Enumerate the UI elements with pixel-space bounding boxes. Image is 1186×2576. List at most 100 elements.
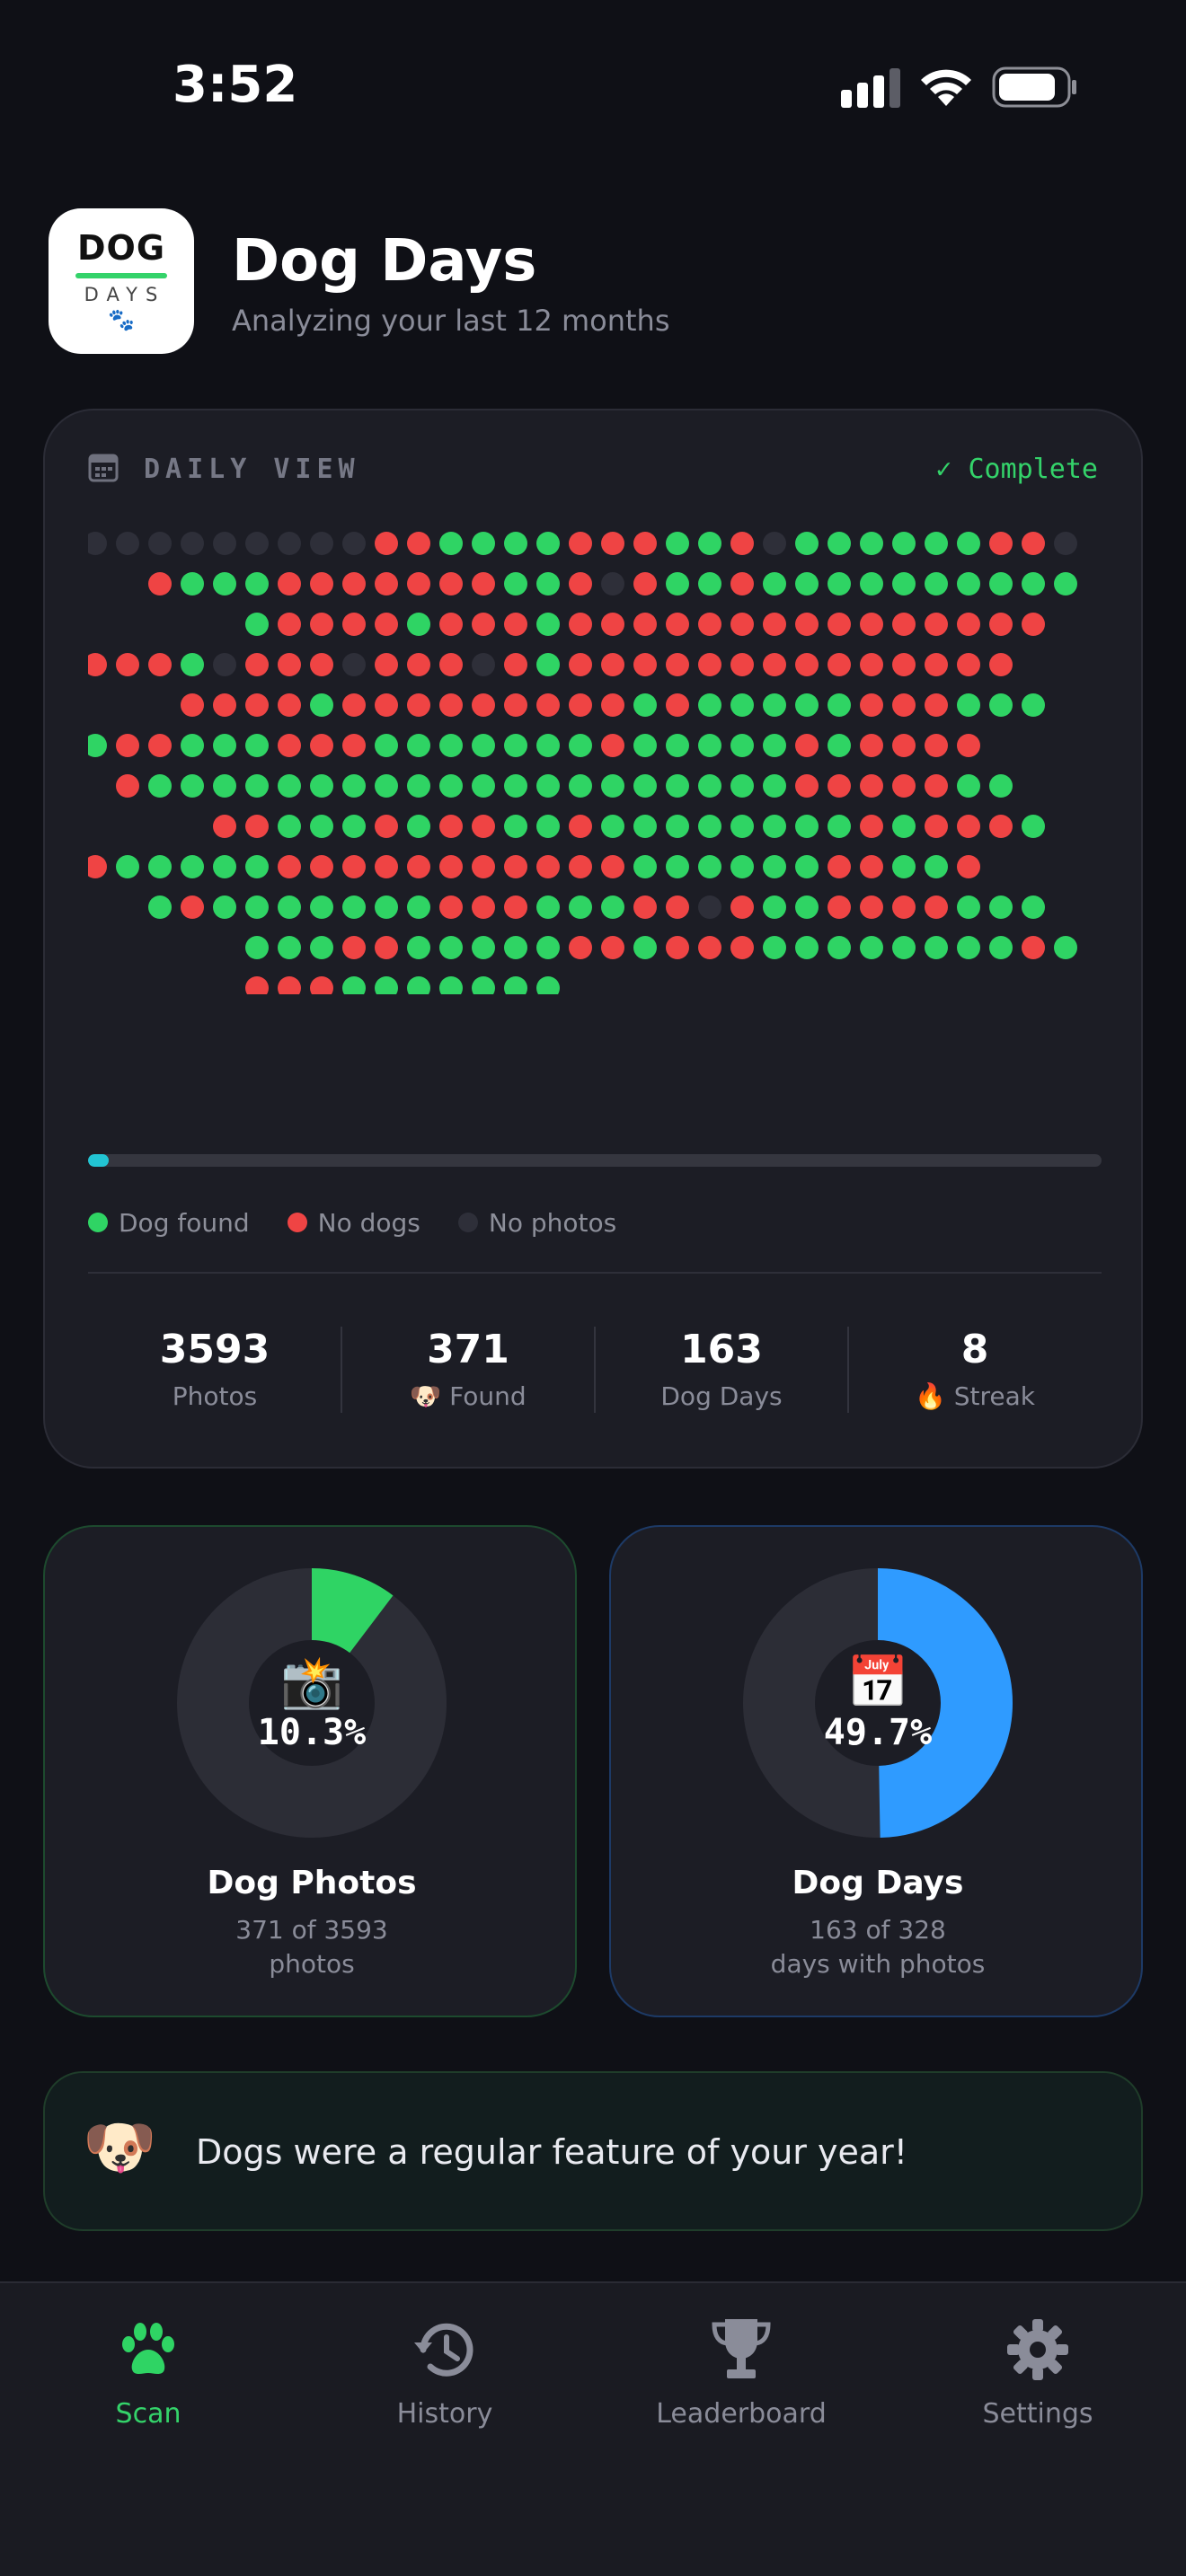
day-dot-no-dog — [666, 653, 689, 676]
day-dot-no-dog — [795, 613, 819, 636]
day-dot-dog — [407, 936, 430, 959]
day-dot-no-photo — [342, 653, 366, 676]
divider — [88, 1272, 1102, 1274]
day-dot-dog — [342, 815, 366, 838]
day-dot-dog — [181, 734, 204, 757]
day-dot-no-dog — [536, 855, 560, 878]
day-dot-dog — [536, 613, 560, 636]
day-dot-no-dog — [569, 572, 592, 595]
day-dot-dog — [828, 815, 851, 838]
day-dot-dog — [536, 976, 560, 994]
day-dot-dog — [472, 936, 495, 959]
day-dot-dog — [536, 774, 560, 798]
day-dot-no-dog — [375, 855, 398, 878]
app-header: DOG DAYS 🐾 Dog Days Analyzing your last … — [49, 208, 1137, 357]
day-dot-dog — [1054, 572, 1077, 595]
tab-settings[interactable]: Settings — [903, 2310, 1173, 2430]
day-dot-no-dog — [666, 936, 689, 959]
day-dot-no-dog — [569, 693, 592, 717]
day-dot-no-dog — [828, 653, 851, 676]
day-dot-no-photo — [472, 653, 495, 676]
calendar-emoji-icon: 📅 — [846, 1654, 909, 1712]
tab-leaderboard[interactable]: Leaderboard — [606, 2310, 876, 2430]
day-dot-dog — [278, 895, 301, 919]
day-dot-dog — [925, 532, 948, 555]
day-dot-dog — [504, 734, 527, 757]
day-dot-dog — [213, 774, 236, 798]
day-dot-no-dog — [633, 613, 657, 636]
day-dot-dog — [666, 532, 689, 555]
day-dot-dog — [763, 936, 786, 959]
day-dot-dog — [439, 976, 463, 994]
day-dot-no-dog — [601, 936, 624, 959]
day-dot-no-dog — [730, 613, 754, 636]
day-dot-dog — [504, 936, 527, 959]
day-dot-no-dog — [375, 815, 398, 838]
daily-view-card: DAILY VIEW ✓ Complete Dog found No dogs … — [43, 409, 1143, 1469]
day-dot-dog — [342, 895, 366, 919]
day-dot-dog — [245, 774, 269, 798]
day-dot-no-dog — [407, 693, 430, 717]
day-dot-dog — [957, 693, 980, 717]
dog-photos-percent: 10.3% — [257, 1712, 367, 1753]
day-dot-no-dog — [342, 693, 366, 717]
paw-icon — [122, 2323, 174, 2374]
day-dot-no-dog — [407, 855, 430, 878]
day-dot-dog — [633, 815, 657, 838]
day-dot-no-dog — [439, 693, 463, 717]
day-dot-dog — [536, 936, 560, 959]
day-dot-dog — [892, 855, 916, 878]
day-dot-no-dog — [666, 895, 689, 919]
day-dot-no-dog — [860, 895, 883, 919]
paw-prints-icon: 🐾 — [108, 307, 135, 332]
day-dot-no-dog — [439, 613, 463, 636]
day-dot-no-dog — [957, 855, 980, 878]
scan-progress-fill — [88, 1154, 109, 1167]
day-dot-no-dog — [278, 693, 301, 717]
day-dot-no-dog — [342, 734, 366, 757]
day-dot-no-photo — [116, 532, 139, 555]
day-dot-no-dog — [989, 613, 1013, 636]
calendar-icon — [88, 454, 119, 482]
day-dot-dog — [698, 572, 721, 595]
day-dot-no-dog — [148, 653, 172, 676]
day-dot-no-dog — [763, 613, 786, 636]
day-dot-dog — [1022, 693, 1045, 717]
day-dot-no-dog — [245, 976, 269, 994]
day-dot-no-dog — [245, 653, 269, 676]
day-dot-dog — [957, 572, 980, 595]
day-dot-no-dog — [472, 572, 495, 595]
day-dot-dog — [698, 774, 721, 798]
dog-days-percent: 49.7% — [823, 1712, 933, 1753]
cellular-signal-icon — [841, 68, 900, 108]
day-dot-dog — [439, 936, 463, 959]
day-dot-no-dog — [504, 693, 527, 717]
stat-streak: 8 🔥 Streak — [914, 1327, 1035, 1411]
tab-history[interactable]: History — [310, 2310, 580, 2430]
day-dot-no-dog — [375, 572, 398, 595]
day-dot-no-dog — [213, 815, 236, 838]
day-dot-dog — [504, 774, 527, 798]
day-dot-dog — [472, 774, 495, 798]
day-dot-no-dog — [569, 855, 592, 878]
day-dot-no-dog — [407, 532, 430, 555]
stats-row: 3593 Photos 371 🐶 Found 163 Dog Days 8 🔥… — [88, 1327, 1102, 1416]
day-dot-no-dog — [957, 653, 980, 676]
day-dot-no-dog — [88, 855, 107, 878]
day-dot-no-dog — [342, 572, 366, 595]
day-dot-no-dog — [730, 653, 754, 676]
day-dot-dog — [213, 572, 236, 595]
day-dot-no-dog — [601, 734, 624, 757]
day-dot-no-dog — [925, 693, 948, 717]
day-dot-dog — [181, 774, 204, 798]
day-dot-no-dog — [633, 532, 657, 555]
day-dot-dog — [407, 895, 430, 919]
tab-scan[interactable]: Scan — [13, 2310, 283, 2430]
day-dot-dog — [536, 895, 560, 919]
day-dot-dog — [181, 653, 204, 676]
day-dot-no-dog — [504, 653, 527, 676]
day-dot-no-photo — [245, 532, 269, 555]
day-dot-dog — [860, 936, 883, 959]
page-subtitle: Analyzing your last 12 months — [232, 304, 670, 338]
day-dot-dog — [1054, 936, 1077, 959]
